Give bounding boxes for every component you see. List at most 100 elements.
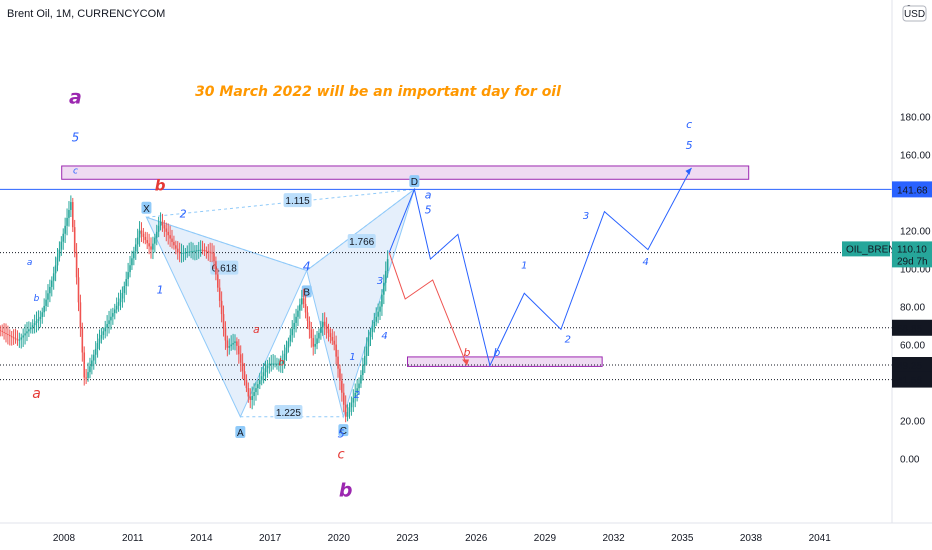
- last-price-value: 110.10: [897, 244, 927, 255]
- candle-body: [31, 325, 34, 328]
- candle-body: [215, 261, 217, 275]
- candle: [287, 337, 290, 353]
- candle-body: [291, 329, 294, 336]
- candle: [203, 243, 206, 257]
- candle-body: [157, 225, 160, 232]
- candle-body: [54, 265, 57, 274]
- candle-body: [213, 253, 215, 262]
- candle: [341, 373, 343, 402]
- candle-body: [98, 338, 101, 344]
- symbol-tag: [842, 241, 890, 257]
- candle: [234, 334, 236, 351]
- candle-body: [234, 341, 236, 343]
- candle-body: [373, 321, 376, 327]
- wave-label: 5: [425, 203, 432, 216]
- candle-body: [100, 334, 103, 339]
- candle: [79, 294, 82, 337]
- candle-body: [104, 327, 107, 332]
- harmonic-ratio-label: 0.618: [210, 260, 239, 275]
- candle-body: [266, 364, 269, 369]
- candles-layer: [0, 195, 389, 423]
- pattern-xab-triangle: [145, 216, 308, 418]
- candle: [365, 337, 368, 365]
- candle: [50, 276, 53, 297]
- candle-body: [0, 329, 2, 331]
- candle: [379, 301, 381, 320]
- candle-body: [220, 300, 223, 315]
- candle: [184, 247, 187, 261]
- candle-body: [22, 335, 24, 338]
- resistance-zone[interactable]: [61, 165, 750, 180]
- candle-body: [113, 309, 116, 314]
- candle: [75, 243, 78, 285]
- pattern-point-a: A: [235, 425, 246, 439]
- candle: [142, 227, 145, 244]
- candle: [369, 327, 372, 346]
- candle: [197, 241, 200, 259]
- time-axis[interactable]: 2008 2011 2014 2017 2020 2023 2026 2029 2032 2035…: [53, 533, 831, 544]
- candle: [373, 312, 376, 333]
- candle-body: [133, 251, 135, 259]
- currency-badge[interactable]: 2 USD: [902, 4, 927, 22]
- currency-label: USD: [904, 9, 925, 20]
- candle-body: [148, 243, 150, 247]
- candle-body: [180, 252, 183, 254]
- candle: [77, 267, 80, 312]
- candle: [360, 370, 362, 388]
- candle: [100, 327, 103, 344]
- candle: [236, 337, 238, 355]
- candle-body: [224, 327, 227, 341]
- candle: [1, 324, 3, 337]
- candle-body: [360, 374, 362, 384]
- candle-body: [161, 221, 164, 226]
- candle: [131, 250, 133, 270]
- pattern-point-x: X: [141, 201, 152, 215]
- candle: [232, 333, 234, 350]
- symbol-title[interactable]: Brent Oil, 1M, CURRENCYCOM: [7, 8, 165, 20]
- candle-body: [1, 330, 3, 332]
- candle: [150, 237, 152, 259]
- wave-label: a: [32, 386, 41, 402]
- candle-body: [245, 379, 248, 389]
- candle: [333, 331, 336, 351]
- candle-body: [165, 228, 168, 232]
- candle-body: [369, 331, 372, 337]
- support-zone[interactable]: [407, 356, 603, 367]
- candle-body: [251, 396, 253, 400]
- candle-body: [47, 293, 49, 300]
- candle-body: [112, 313, 114, 317]
- candle-body: [18, 339, 21, 341]
- pattern-point-c: C: [338, 424, 349, 437]
- price-axis[interactable]: 180.00160.00140.00120.00100.0080.0060.00…: [900, 113, 931, 466]
- candle: [96, 333, 99, 358]
- candle-body: [314, 343, 316, 347]
- candle: [52, 266, 55, 290]
- candle: [302, 288, 305, 308]
- candle: [102, 327, 105, 340]
- candle-body: [10, 336, 13, 338]
- candle-body: [207, 251, 210, 253]
- candle: [7, 325, 9, 345]
- candle-body: [188, 251, 190, 253]
- candle-body: [257, 384, 259, 389]
- candle: [346, 404, 349, 422]
- time-tick-label: 2035: [671, 533, 694, 544]
- candle-body: [169, 235, 171, 239]
- candle: [146, 232, 149, 250]
- candle-body: [310, 329, 313, 339]
- candle-body: [201, 249, 204, 251]
- candle-body: [39, 316, 42, 319]
- candle-body: [184, 252, 187, 254]
- time-tick-label: 2017: [259, 533, 282, 544]
- candle: [190, 241, 192, 259]
- candle: [247, 382, 250, 403]
- candle-body: [318, 332, 320, 339]
- candle: [367, 329, 370, 356]
- wave-label: 5: [338, 428, 345, 441]
- candle-body: [136, 237, 139, 245]
- candle-body: [131, 258, 133, 266]
- candle-body: [253, 392, 255, 397]
- candle: [31, 319, 34, 334]
- wave-label: a: [69, 86, 82, 108]
